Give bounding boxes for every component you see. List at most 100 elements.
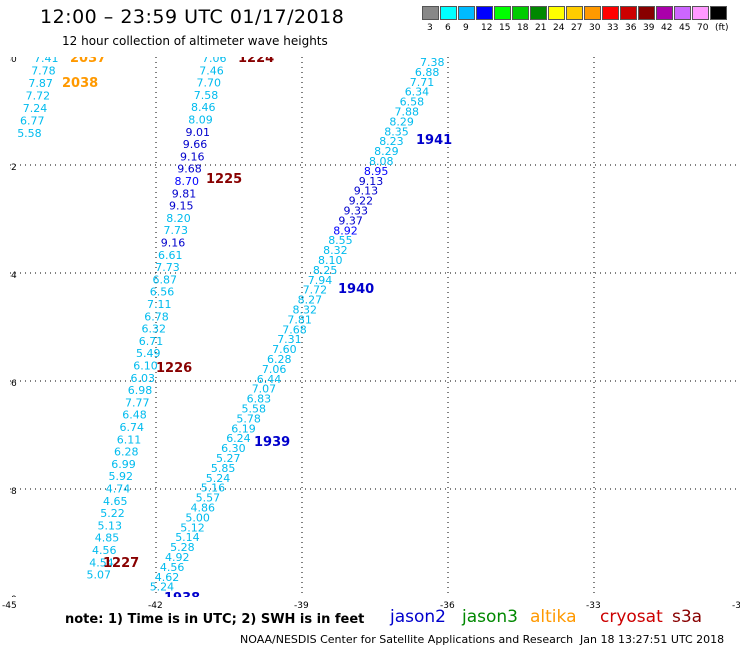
pass-time-label: 2037: [70, 57, 106, 66]
swh-value-cryosat: 6.87: [153, 273, 178, 286]
swh-value-cryosat: 9.16: [161, 237, 186, 250]
swh-value-jason2: 6.58: [400, 96, 425, 109]
swh-value-cryosat: 9.68: [177, 163, 202, 176]
swh-value-jason2: 9.37: [338, 214, 363, 227]
swh-value-jason2: 6.34: [405, 86, 430, 99]
color-swatch: [584, 6, 601, 20]
color-scale-label: 70: [697, 23, 709, 33]
swh-value-altika: 5.58: [17, 127, 42, 140]
swh-value-cryosat: 7.73: [155, 261, 180, 274]
swh-value-jason2: 8.95: [364, 165, 389, 178]
swh-value-jason2: 8.35: [384, 125, 409, 138]
swh-value-altika: 7.24: [23, 102, 48, 115]
color-scale-label: 27: [571, 23, 583, 33]
swh-value-jason2: 8.23: [379, 135, 404, 148]
swh-value-cryosat: 6.61: [158, 249, 183, 262]
swh-value-jason2: 7.60: [272, 343, 297, 356]
color-scale-label: (ft): [715, 23, 729, 33]
swh-value-jason2: 7.38: [420, 57, 445, 69]
swh-value-cryosat: 5.22: [100, 507, 125, 520]
swh-value-jason2: 6.44: [257, 373, 282, 386]
pass-time-label: 1941: [416, 133, 452, 148]
swh-value-jason2: 8.08: [369, 155, 394, 168]
swh-value-altika: 7.87: [28, 77, 53, 90]
swh-value-jason2: 8.32: [293, 304, 318, 317]
swh-value-cryosat: 5.92: [109, 470, 134, 483]
swh-value-cryosat: 6.74: [120, 421, 145, 434]
latitude-label: -34: [10, 271, 17, 281]
swh-value-jason2: 9.13: [354, 185, 379, 198]
swh-value-jason2: 8.32: [323, 244, 348, 257]
swh-value-jason2: 8.29: [389, 115, 414, 128]
pass-time-label: 1224: [238, 57, 274, 66]
color-scale-label: 39: [643, 23, 655, 33]
color-scale-label: 6: [445, 23, 451, 33]
swh-value-jason2: 7.81: [287, 313, 312, 326]
pass-time-label: 1226: [156, 361, 192, 376]
color-swatch: [476, 6, 493, 20]
swh-value-jason2: 7.72: [303, 284, 328, 297]
swh-value-jason2: 8.25: [313, 264, 338, 277]
swh-value-cryosat: 9.66: [183, 138, 208, 151]
swh-value-cryosat: 7.58: [194, 89, 219, 102]
swh-value-jason2: 9.33: [344, 205, 369, 218]
swh-value-cryosat: 6.32: [142, 323, 167, 336]
pass-time-label: 1227: [103, 556, 139, 571]
swh-value-jason2: 4.56: [160, 561, 185, 574]
color-scale-bar: [422, 6, 728, 20]
swh-value-cryosat: 6.03: [131, 372, 156, 385]
swh-value-jason2: 5.58: [242, 403, 267, 416]
swh-value-jason2: 8.55: [328, 234, 353, 247]
map-subtitle: 12 hour collection of altimeter wave hei…: [62, 34, 328, 48]
swh-value-cryosat: 6.98: [128, 384, 153, 397]
swh-value-cryosat: 7.11: [147, 298, 172, 311]
legend-item-altika: altika: [530, 607, 577, 627]
pass-time-label: 1940: [338, 282, 374, 297]
swh-value-jason2: 5.57: [196, 492, 221, 505]
footer-timestamp: Jan 18 13:27:51 UTC 2018: [580, 633, 725, 646]
swh-value-cryosat: 7.06: [202, 57, 227, 65]
legend-item-s3a: s3a: [672, 607, 703, 627]
swh-value-jason2: 7.31: [277, 333, 302, 346]
swh-value-cryosat: 7.70: [197, 77, 222, 90]
swh-value-jason2: 4.86: [191, 502, 216, 515]
color-scale-label: 36: [625, 23, 637, 33]
color-swatch: [656, 6, 673, 20]
longitude-label: -39: [294, 601, 309, 611]
color-swatch: [458, 6, 475, 20]
graticule: [10, 57, 740, 597]
swh-value-cryosat: 8.20: [166, 212, 191, 225]
swh-value-cryosat: 7.46: [199, 64, 224, 77]
color-swatch: [674, 6, 691, 20]
swh-value-jason2: 6.19: [231, 422, 256, 435]
color-swatch: [512, 6, 529, 20]
swh-value-cryosat: 4.85: [95, 532, 120, 545]
color-scale-label: 21: [535, 23, 547, 33]
swh-value-cryosat: 4.54: [89, 556, 114, 569]
swh-value-cryosat: 8.09: [188, 114, 213, 127]
swh-value-cryosat: 4.65: [103, 495, 128, 508]
swh-value-cryosat: 8.46: [191, 101, 216, 114]
longitude-label: -30: [732, 601, 740, 611]
swh-value-jason2: 7.06: [262, 363, 287, 376]
swh-value-cryosat: 9.16: [180, 150, 205, 163]
color-swatch: [422, 6, 439, 20]
swh-value-cryosat: 6.78: [144, 310, 169, 323]
swh-value-cryosat: 6.11: [117, 433, 142, 446]
swh-value-cryosat: 6.71: [139, 335, 164, 348]
swh-value-jason2: 8.27: [298, 294, 323, 307]
swh-value-cryosat: 6.99: [111, 458, 136, 471]
legend-item-jason2: jason2: [390, 607, 446, 627]
swh-value-cryosat: 7.73: [164, 224, 189, 237]
swh-value-cryosat: 9.81: [172, 187, 197, 200]
color-scale-label: 45: [679, 23, 691, 33]
latitude-label: -40: [10, 595, 17, 597]
color-swatch: [548, 6, 565, 20]
longitude-label: -36: [440, 601, 455, 611]
swh-value-jason2: 7.71: [410, 76, 435, 89]
swh-value-jason2: 8.10: [318, 254, 343, 267]
swh-value-cryosat: 4.74: [106, 483, 131, 496]
swh-value-jason2: 9.13: [359, 175, 384, 188]
color-swatch: [602, 6, 619, 20]
color-swatch: [638, 6, 655, 20]
